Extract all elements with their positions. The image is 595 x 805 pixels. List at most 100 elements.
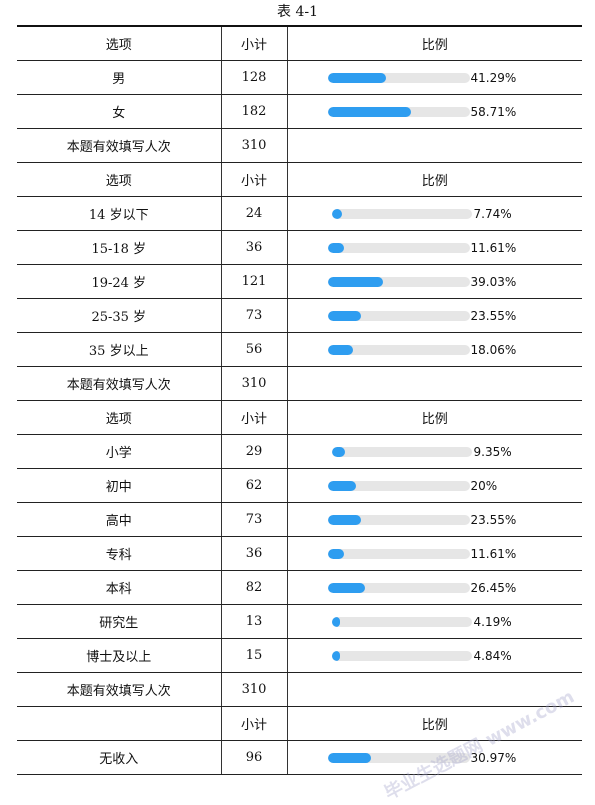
ratio-percent: 23.55% <box>470 512 517 527</box>
ratio-cell: 30.97% <box>287 740 582 775</box>
option-label: 无收入 <box>17 740 222 775</box>
ratio-cell: 11.61% <box>287 536 582 571</box>
header-row: 选项 小计 比例 <box>17 25 582 61</box>
ratio-bar-track <box>327 242 470 253</box>
option-label: 15-18 岁 <box>17 230 222 265</box>
option-count: 56 <box>221 332 288 367</box>
ratio-bar-track <box>327 752 470 763</box>
option-count: 29 <box>221 434 288 469</box>
ratio-bar-fill <box>331 650 340 661</box>
ratio-percent: 41.29% <box>470 70 517 85</box>
ratio-bar-track <box>327 106 470 117</box>
ratio-cell: 20% <box>287 468 582 503</box>
ratio-bar-fill <box>331 208 343 219</box>
ratio-percent: 20% <box>470 478 498 493</box>
table-row: 本科 82 26.45% <box>17 570 582 605</box>
ratio-percent: 39.03% <box>470 274 517 289</box>
table-row: 初中 62 20% <box>17 468 582 503</box>
ratio-cell: 7.74% <box>287 196 582 231</box>
option-count: 82 <box>221 570 288 605</box>
option-label: 35 岁以上 <box>17 332 222 367</box>
option-count: 73 <box>221 502 288 537</box>
ratio-bar-fill <box>327 276 383 287</box>
option-count: 121 <box>221 264 288 299</box>
option-count: 128 <box>221 60 288 95</box>
ratio-cell: 4.84% <box>287 638 582 673</box>
ratio-bar-fill <box>331 616 340 627</box>
header-option: 选项 <box>17 400 222 435</box>
ratio-cell: 11.61% <box>287 230 582 265</box>
total-count: 310 <box>221 128 288 163</box>
table-row: 15-18 岁 36 11.61% <box>17 230 582 265</box>
option-label: 14 岁以下 <box>17 196 222 231</box>
ratio-bar-fill <box>327 242 344 253</box>
ratio-bar-track <box>327 310 470 321</box>
ratio-percent: 30.97% <box>470 750 517 765</box>
ratio-cell: 23.55% <box>287 298 582 333</box>
option-label: 高中 <box>17 502 222 537</box>
table-row: 35 岁以上 56 18.06% <box>17 332 582 367</box>
option-label: 女 <box>17 94 222 129</box>
ratio-bar-fill <box>327 310 361 321</box>
header-ratio: 比例 <box>287 25 582 61</box>
total-row: 本题有效填写人次 310 <box>17 128 582 163</box>
table-row: 女 182 58.71% <box>17 94 582 129</box>
ratio-bar-fill <box>327 752 372 763</box>
ratio-percent: 4.19% <box>473 614 512 629</box>
ratio-bar-track <box>327 582 470 593</box>
survey-table: 选项 小计 比例男 128 41.29% 女 182 58.71% 本题有效填写人次 310 选项小… <box>17 25 582 775</box>
table-row: 小学 29 9.35% <box>17 434 582 469</box>
ratio-percent: 23.55% <box>470 308 517 323</box>
option-count: 96 <box>221 740 288 775</box>
option-count: 24 <box>221 196 288 231</box>
total-ratio-empty <box>287 672 582 707</box>
option-label: 男 <box>17 60 222 95</box>
ratio-cell: 39.03% <box>287 264 582 299</box>
option-label: 初中 <box>17 468 222 503</box>
ratio-cell: 9.35% <box>287 434 582 469</box>
table-caption: 表 4-1 <box>277 4 318 20</box>
ratio-bar-track <box>327 344 470 355</box>
option-count: 15 <box>221 638 288 673</box>
ratio-bar-track <box>327 480 470 491</box>
header-row: 小计 比例 <box>17 706 582 741</box>
ratio-bar-fill <box>327 72 387 83</box>
ratio-bar-track <box>331 616 472 627</box>
option-label: 小学 <box>17 434 222 469</box>
header-option: 选项 <box>17 162 222 197</box>
ratio-bar-fill <box>327 548 344 559</box>
option-count: 36 <box>221 536 288 571</box>
total-label: 本题有效填写人次 <box>17 128 222 163</box>
table-row: 高中 73 23.55% <box>17 502 582 537</box>
ratio-percent: 4.84% <box>473 648 512 663</box>
ratio-bar-fill <box>327 344 354 355</box>
ratio-cell: 4.19% <box>287 604 582 639</box>
ratio-cell: 58.71% <box>287 94 582 129</box>
survey-table-body: 选项 小计 比例男 128 41.29% 女 182 58.71% 本题有效填写人次 310 选项小… <box>17 25 582 775</box>
table-row: 14 岁以下 24 7.74% <box>17 196 582 231</box>
ratio-bar-track <box>331 650 472 661</box>
header-ratio: 比例 <box>287 400 582 435</box>
option-label: 本科 <box>17 570 222 605</box>
ratio-bar-track <box>331 208 472 219</box>
table-row: 男 128 41.29% <box>17 60 582 95</box>
header-row: 选项 小计 比例 <box>17 162 582 197</box>
table-row: 博士及以上 15 4.84% <box>17 638 582 673</box>
option-count: 13 <box>221 604 288 639</box>
total-count: 310 <box>221 672 288 707</box>
ratio-percent: 11.61% <box>470 240 517 255</box>
option-label: 19-24 岁 <box>17 264 222 299</box>
total-label: 本题有效填写人次 <box>17 672 222 707</box>
header-option <box>17 706 222 741</box>
ratio-cell: 23.55% <box>287 502 582 537</box>
header-ratio: 比例 <box>287 162 582 197</box>
ratio-percent: 9.35% <box>473 444 512 459</box>
ratio-bar-track <box>327 72 470 83</box>
ratio-percent: 11.61% <box>470 546 517 561</box>
header-row: 选项 小计 比例 <box>17 400 582 435</box>
header-option: 选项 <box>17 25 222 61</box>
ratio-bar-fill <box>331 446 345 457</box>
ratio-percent: 58.71% <box>470 104 517 119</box>
ratio-bar-fill <box>327 480 356 491</box>
option-count: 182 <box>221 94 288 129</box>
